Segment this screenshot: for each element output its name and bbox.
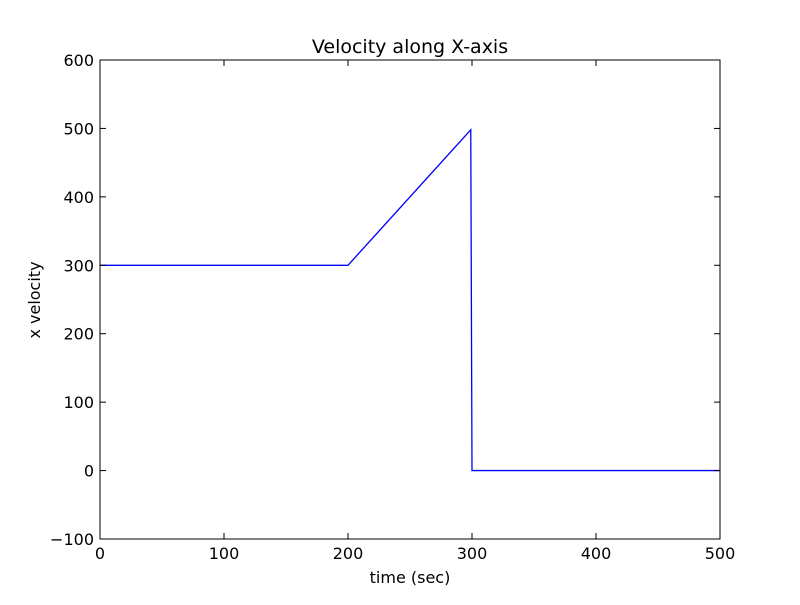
x-tick-label: 400 [581,544,612,563]
y-tick-label: −100 [50,530,94,549]
y-tick-label: 300 [63,256,94,275]
y-axis-title: x velocity [25,261,44,338]
plot-frame [99,59,721,540]
series-line-0 [100,128,720,472]
x-tick-label: 0 [95,544,105,563]
x-tick-label: 100 [209,544,240,563]
y-tick-label: 200 [63,325,94,344]
y-tick-label: 0 [84,462,94,481]
x-tick-label: 500 [705,544,736,563]
y-tick-label: 100 [63,393,94,412]
x-tick-label: 300 [457,544,488,563]
x-tick-label: 200 [333,544,364,563]
y-tick-label: 600 [63,51,94,70]
y-tick-label: 400 [63,188,94,207]
chart-title: Velocity along X-axis [312,36,508,58]
y-tick-label: 500 [63,119,94,138]
x-axis-title: time (sec) [370,568,451,587]
